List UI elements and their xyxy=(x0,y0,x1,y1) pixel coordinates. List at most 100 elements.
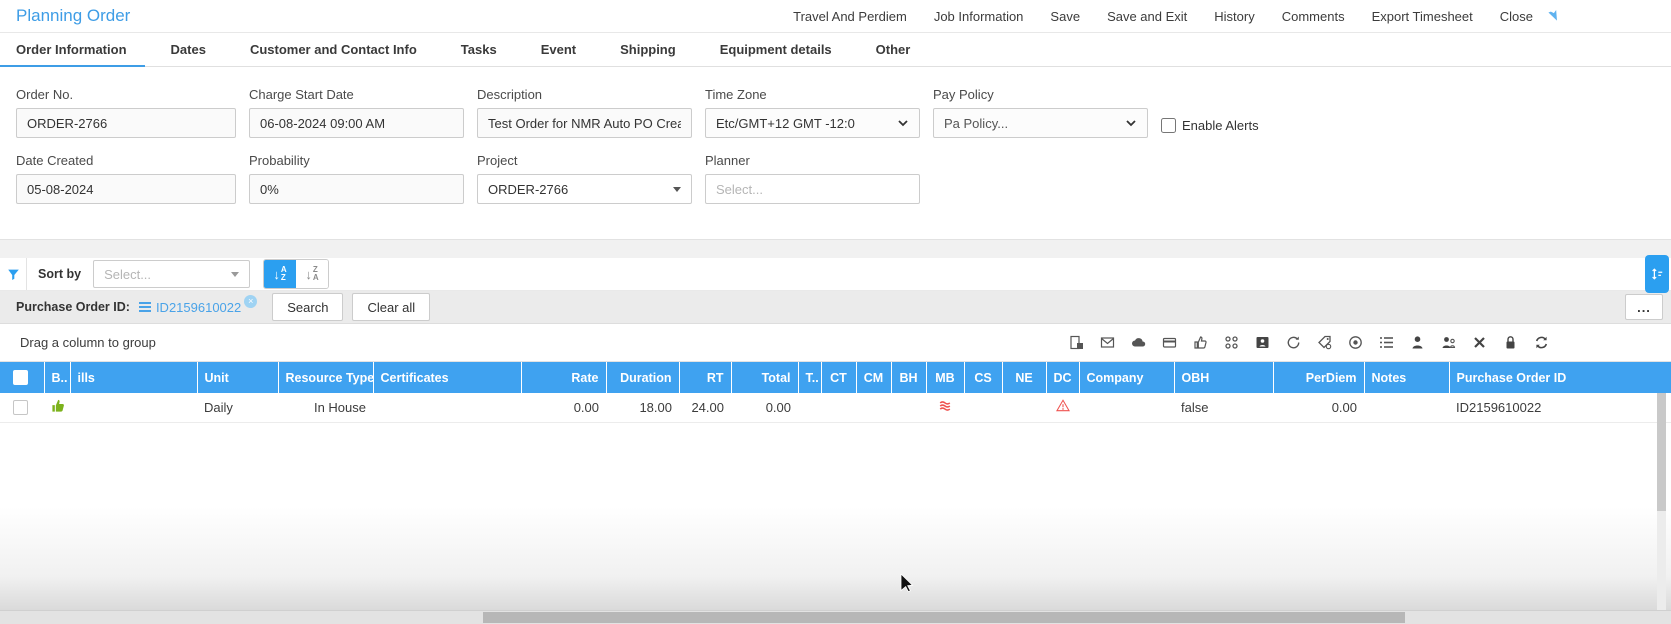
col-cs[interactable]: CS xyxy=(964,362,1003,393)
col-resource-type[interactable]: Resource Type xyxy=(278,362,374,393)
time-zone-select[interactable]: Etc/GMT+12 GMT -12:0 xyxy=(705,108,920,138)
layers-alert-icon xyxy=(939,400,951,411)
time-zone-field: Time Zone Etc/GMT+12 GMT -12:0 xyxy=(705,87,920,138)
column-settings-button[interactable] xyxy=(1645,255,1669,293)
tab-equipment-details[interactable]: Equipment details xyxy=(719,42,832,57)
col-billable[interactable]: B.. xyxy=(44,362,71,393)
col-mb[interactable]: MB xyxy=(926,362,965,393)
enable-alerts-checkbox[interactable] xyxy=(1161,118,1176,133)
horizontal-scrollbar[interactable] xyxy=(0,610,1671,624)
charge-start-date-label: Charge Start Date xyxy=(249,87,354,102)
menu-save[interactable]: Save xyxy=(1050,8,1081,24)
col-company[interactable]: Company xyxy=(1079,362,1175,393)
project-combo[interactable]: ORDER-2766 xyxy=(477,174,692,204)
contact-card-icon[interactable] xyxy=(1254,335,1270,351)
vertical-scrollbar[interactable] xyxy=(1657,393,1666,610)
horizontal-scrollbar-thumb[interactable] xyxy=(483,612,1405,623)
tab-event[interactable]: Event xyxy=(540,42,577,57)
clear-all-button[interactable]: Clear all xyxy=(352,293,431,321)
search-button[interactable]: Search xyxy=(272,293,344,321)
menu-history[interactable]: History xyxy=(1214,8,1255,24)
col-total[interactable]: Total xyxy=(731,362,799,393)
people-settings-icon[interactable] xyxy=(1440,335,1456,351)
col-rt[interactable]: RT xyxy=(679,362,732,393)
col-notes[interactable]: Notes xyxy=(1364,362,1450,393)
planner-input[interactable] xyxy=(705,174,920,204)
thumbs-up-icon[interactable] xyxy=(1192,335,1208,351)
col-perdiem[interactable]: PerDiem xyxy=(1273,362,1365,393)
sort-z-a-icon: ↓ xyxy=(305,266,312,282)
person-icon[interactable] xyxy=(1409,335,1425,351)
probability-input[interactable] xyxy=(249,174,464,204)
col-t[interactable]: T.. xyxy=(798,362,822,393)
group-hint: Drag a column to group xyxy=(20,335,156,350)
refresh-icon[interactable] xyxy=(1533,335,1549,351)
menu-job-information[interactable]: Job Information xyxy=(933,8,1024,24)
tab-other[interactable]: Other xyxy=(875,42,911,57)
tab-tasks[interactable]: Tasks xyxy=(460,42,497,57)
col-duration[interactable]: Duration xyxy=(606,362,680,393)
resource-table: B.. ills Unit Resource Type Certificates… xyxy=(0,362,1671,423)
credit-card-icon[interactable] xyxy=(1161,335,1177,351)
planner-label: Planner xyxy=(705,153,750,168)
menu-travel-and-perdiem[interactable]: Travel And Perdiem xyxy=(793,8,907,24)
select-all-checkbox[interactable] xyxy=(13,370,28,386)
target-icon[interactable] xyxy=(1347,335,1363,351)
probability-field: Probability xyxy=(249,153,464,204)
sort-by-select[interactable]: Select... xyxy=(93,260,251,288)
mouse-cursor-icon xyxy=(900,574,914,592)
col-ne[interactable]: NE xyxy=(1002,362,1047,393)
lock-icon[interactable] xyxy=(1502,335,1518,351)
menu-close[interactable]: Close xyxy=(1499,8,1533,24)
date-created-input[interactable] xyxy=(16,174,236,204)
sync-icon[interactable] xyxy=(1285,335,1301,351)
order-form: Order No. Charge Start Date Description … xyxy=(0,67,1671,240)
tab-shipping[interactable]: Shipping xyxy=(620,42,676,57)
charge-start-date-input[interactable] xyxy=(249,108,464,138)
vertical-scrollbar-thumb[interactable] xyxy=(1657,393,1666,511)
price-tag-icon[interactable] xyxy=(1316,335,1332,351)
filter-button[interactable] xyxy=(0,258,27,290)
cell-perdiem: 0.00 xyxy=(1273,393,1364,423)
hamburger-icon xyxy=(138,302,151,312)
col-unit[interactable]: Unit xyxy=(197,362,279,393)
col-obh[interactable]: OBH xyxy=(1174,362,1274,393)
menu-export-timesheet[interactable]: Export Timesheet xyxy=(1371,8,1473,24)
col-purchase-order-id[interactable]: Purchase Order ID xyxy=(1449,362,1671,393)
more-options-button[interactable]: ... xyxy=(1625,294,1663,320)
tab-order-information[interactable]: Order Information xyxy=(0,33,144,67)
cloud-icon[interactable] xyxy=(1130,335,1146,351)
col-ct[interactable]: CT xyxy=(821,362,857,393)
order-no-label: Order No. xyxy=(16,87,74,102)
description-input[interactable] xyxy=(477,108,692,138)
tab-bar: Order Information Dates Customer and Con… xyxy=(0,33,1671,67)
menu-save-and-exit[interactable]: Save and Exit xyxy=(1107,8,1188,24)
purchase-order-id-chip[interactable]: ID2159610022 × xyxy=(138,294,258,315)
tab-customer-and-contact-info[interactable]: Customer and Contact Info xyxy=(249,42,417,57)
col-rate[interactable]: Rate xyxy=(521,362,607,393)
col-dc[interactable]: DC xyxy=(1046,362,1080,393)
pay-policy-select[interactable]: Pa Policy... xyxy=(933,108,1148,138)
close-x-icon[interactable] xyxy=(1471,335,1487,351)
panel-divider xyxy=(0,240,1671,258)
team-groups-icon[interactable] xyxy=(1223,335,1239,351)
document-lock-icon[interactable] xyxy=(1068,335,1084,351)
description-field: Description xyxy=(477,87,692,138)
col-certificates[interactable]: Certificates xyxy=(373,362,522,393)
order-no-input[interactable] xyxy=(16,108,236,138)
chip-remove-icon[interactable]: × xyxy=(244,294,258,308)
col-skills[interactable]: ills xyxy=(70,362,198,393)
col-bh[interactable]: BH xyxy=(891,362,927,393)
cell-notes xyxy=(1364,393,1449,423)
mail-check-icon[interactable] xyxy=(1099,335,1115,351)
ordered-list-icon[interactable] xyxy=(1378,335,1394,351)
menu-comments[interactable]: Comments xyxy=(1281,8,1345,24)
tab-dates[interactable]: Dates xyxy=(170,42,206,57)
table-row[interactable]: Daily In House 0.00 18.00 24.00 0.00 fal… xyxy=(0,393,1671,423)
row-checkbox[interactable] xyxy=(13,400,28,416)
col-cm[interactable]: CM xyxy=(856,362,892,393)
